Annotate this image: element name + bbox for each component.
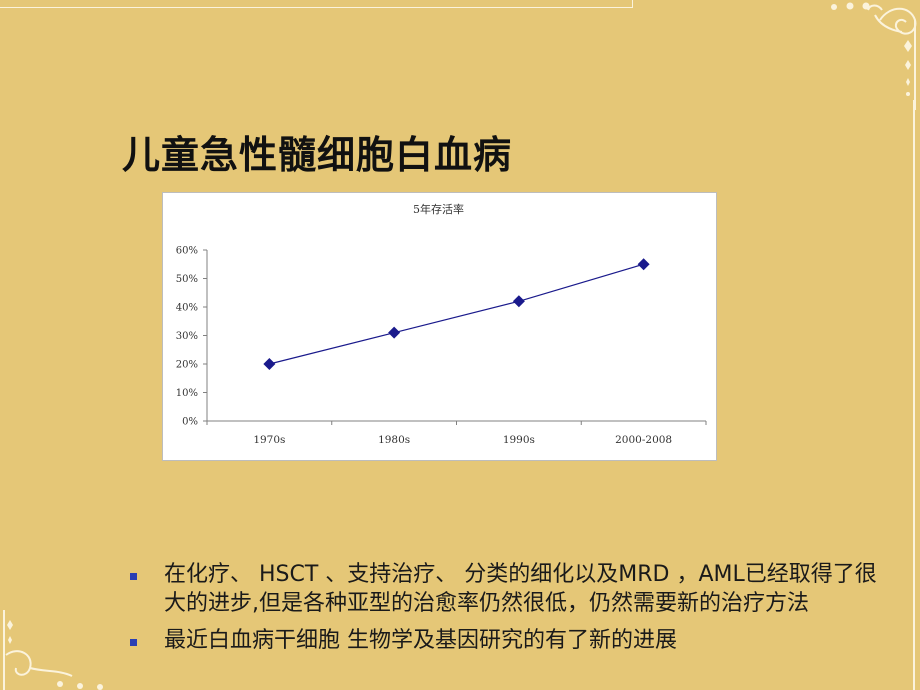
y-tick-label: 0% (182, 417, 198, 428)
data-point-marker (637, 258, 650, 271)
data-point-marker (263, 358, 276, 370)
y-tick-label: 20% (176, 360, 198, 371)
bullet-square-icon (130, 639, 137, 646)
chart-svg: 5年存活率 0% 10% 20% 30% 40% 50% 60% 1970s 1980s 1990s… (176, 202, 707, 446)
survival-chart: 5年存活率 0% 10% 20% 30% 40% 50% 60% 1970s 1980s 1990s… (162, 192, 717, 461)
frame-top-line (0, 0, 633, 8)
corner-ornament-top-right (831, 2, 917, 110)
bullet-text-2: 最近白血病干细胞 生物学及基因研究的有了新的进展 (164, 628, 677, 653)
y-tick-label: 10% (176, 388, 198, 399)
y-tick-label: 50% (176, 274, 198, 285)
chart-title: 5年存活率 (413, 202, 464, 216)
data-point-marker (512, 295, 525, 308)
y-tick-label: 60% (176, 246, 198, 257)
x-tick-label: 2000-2008 (615, 434, 672, 446)
bullet-item-1: 在化疗、 HSCT 、支持治疗、 分类的细化以及MRD ，AML已经取得了很大的… (128, 560, 888, 618)
bullet-list: 在化疗、 HSCT 、支持治疗、 分类的细化以及MRD ，AML已经取得了很大的… (128, 560, 888, 663)
frame-right-line (913, 100, 915, 690)
x-tick-label: 1980s (378, 434, 410, 446)
x-tick-label: 1970s (253, 434, 285, 446)
bullet-square-icon (130, 573, 137, 580)
corner-ornament-bottom-left (3, 610, 103, 690)
slide-title: 儿童急性髓细胞白血病 (122, 133, 513, 177)
data-point-marker (388, 326, 401, 339)
series-line (269, 263, 644, 365)
bullet-item-2: 最近白血病干细胞 生物学及基因研究的有了新的进展 (128, 626, 888, 655)
y-tick-label: 40% (176, 303, 198, 314)
bullet-text-1: 在化疗、 HSCT 、支持治疗、 分类的细化以及MRD ，AML已经取得了很大的… (164, 562, 877, 616)
x-tick-label: 1990s (503, 434, 535, 446)
y-tick-label: 30% (176, 331, 198, 342)
